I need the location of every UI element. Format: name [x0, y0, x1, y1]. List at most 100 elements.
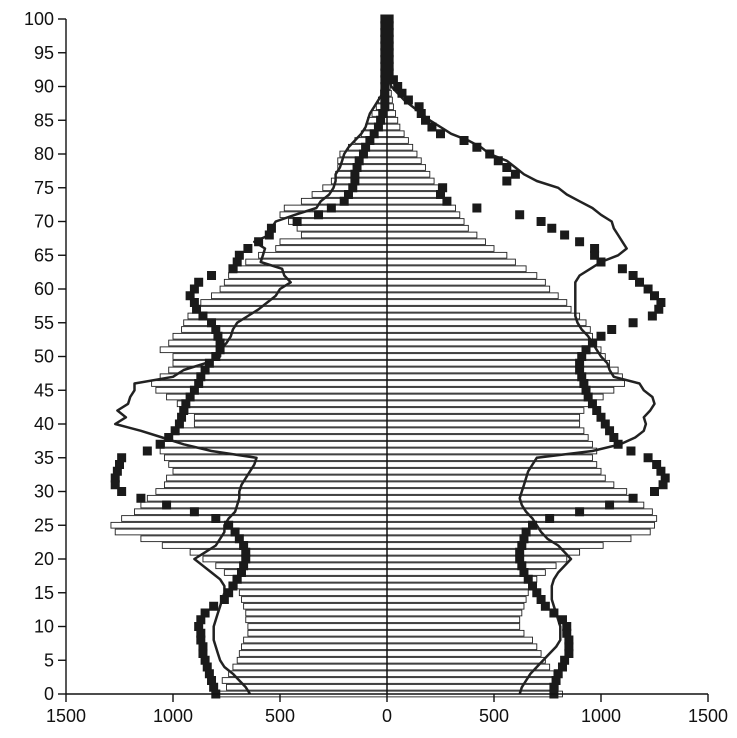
bar-right: [386, 623, 521, 630]
marker-left: [380, 75, 390, 85]
marker-left: [170, 426, 180, 436]
marker-right: [528, 581, 538, 591]
marker-right: [557, 615, 567, 625]
bar-right: [386, 143, 414, 151]
bar-right: [386, 629, 525, 637]
axes-layer: 0 5 10 15 20 25 30 35 40 45 50 55 60 65 70 75 80 85 90 95 10…: [24, 9, 728, 726]
bar-right: [386, 407, 585, 414]
marker-left: [219, 595, 229, 604]
bar-left: [247, 629, 388, 637]
marker-left: [326, 203, 336, 213]
marker-right: [628, 493, 638, 503]
marker-left: [380, 95, 390, 105]
marker-right: [557, 662, 567, 672]
marker-right: [393, 82, 403, 91]
bar-right: [386, 494, 634, 502]
bar-right: [386, 535, 632, 543]
bar-left: [232, 575, 388, 583]
marker-left: [209, 682, 219, 692]
bar-left: [146, 494, 388, 502]
bar-right: [386, 238, 486, 246]
bar-right: [386, 299, 568, 306]
bar-left: [202, 555, 388, 563]
marker-left: [254, 237, 264, 247]
marker-left: [266, 223, 276, 233]
bar-left: [236, 656, 388, 664]
marker-right: [536, 595, 546, 604]
bar-left: [241, 596, 388, 603]
y-tick-label: 85: [34, 110, 54, 130]
bar-left: [275, 245, 388, 252]
marker-left: [202, 662, 212, 672]
bar-right: [386, 650, 542, 657]
bar-right: [386, 420, 581, 428]
y-tick-label: 20: [34, 549, 54, 569]
marker-left: [194, 622, 204, 631]
marker-left: [117, 487, 127, 496]
marker-right: [643, 453, 653, 463]
marker-left: [365, 136, 375, 145]
y-tick-label: 45: [34, 380, 54, 400]
bar-left: [163, 454, 388, 462]
bar-right: [386, 224, 469, 232]
marker-right: [384, 28, 394, 37]
bar-left: [170, 434, 388, 441]
y-tick-label: 30: [34, 482, 54, 502]
bar-right: [386, 643, 538, 651]
bar-left: [168, 461, 388, 468]
marker-right: [528, 520, 538, 530]
bar-right: [386, 461, 598, 468]
bar-right: [386, 508, 653, 516]
marker-right: [502, 163, 512, 172]
bar-right: [386, 609, 523, 617]
bar-left: [241, 643, 388, 651]
y-tick-label: 50: [34, 347, 54, 367]
bar-left: [151, 380, 388, 387]
marker-left: [179, 406, 189, 415]
marker-right: [562, 628, 572, 638]
marker-left: [155, 439, 165, 449]
bar-left: [221, 677, 388, 684]
marker-left: [339, 196, 349, 206]
marker-left: [292, 217, 302, 226]
marker-right: [652, 460, 662, 469]
marker-left: [207, 318, 217, 328]
marker-left: [136, 493, 146, 503]
marker-left: [198, 311, 208, 321]
bar-left: [245, 616, 388, 624]
marker-right: [656, 466, 666, 476]
bar-right: [386, 137, 409, 144]
bar-left: [219, 285, 388, 293]
marker-left: [380, 88, 390, 98]
bar-right: [386, 184, 439, 192]
y-tick-label: 25: [34, 515, 54, 535]
bar-right: [386, 123, 401, 131]
bar-right: [386, 589, 529, 597]
marker-left: [314, 210, 324, 220]
marker-right: [515, 547, 525, 557]
x-tick-label: 1500: [688, 706, 728, 726]
bar-right: [386, 636, 533, 644]
bar-right: [386, 575, 538, 583]
bar-left: [223, 569, 388, 576]
bar-right: [386, 373, 623, 381]
bar-right: [386, 542, 604, 549]
bar-left: [166, 474, 388, 482]
bar-right: [386, 434, 589, 441]
marker-right: [384, 34, 394, 44]
bar-right: [386, 211, 461, 219]
bar-left: [193, 413, 388, 421]
marker-left: [215, 338, 225, 348]
marker-left: [352, 163, 362, 172]
marker-right: [521, 527, 531, 537]
marker-right: [517, 561, 527, 571]
marker-left: [164, 433, 174, 442]
bar-left: [335, 170, 388, 178]
marker-left: [204, 669, 214, 679]
bar-right: [386, 474, 606, 482]
bar-left: [200, 299, 388, 306]
marker-right: [643, 284, 653, 294]
bar-right: [386, 339, 598, 347]
bar-right: [386, 596, 527, 603]
marker-right: [414, 102, 424, 112]
